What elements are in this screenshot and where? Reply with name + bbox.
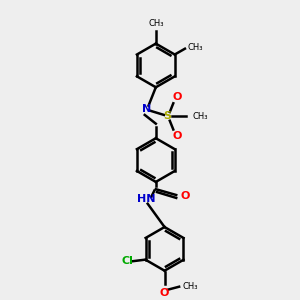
Text: Cl: Cl [122, 256, 134, 266]
Text: CH₃: CH₃ [188, 43, 203, 52]
Text: O: O [173, 92, 182, 102]
Text: CH₃: CH₃ [192, 112, 208, 121]
Text: CH₃: CH₃ [183, 282, 198, 291]
Text: O: O [173, 131, 182, 141]
Text: N: N [142, 104, 151, 114]
Text: O: O [181, 191, 190, 202]
Text: CH₃: CH₃ [148, 19, 164, 28]
Text: HN: HN [137, 194, 155, 204]
Text: O: O [160, 288, 169, 298]
Text: S: S [164, 111, 172, 122]
